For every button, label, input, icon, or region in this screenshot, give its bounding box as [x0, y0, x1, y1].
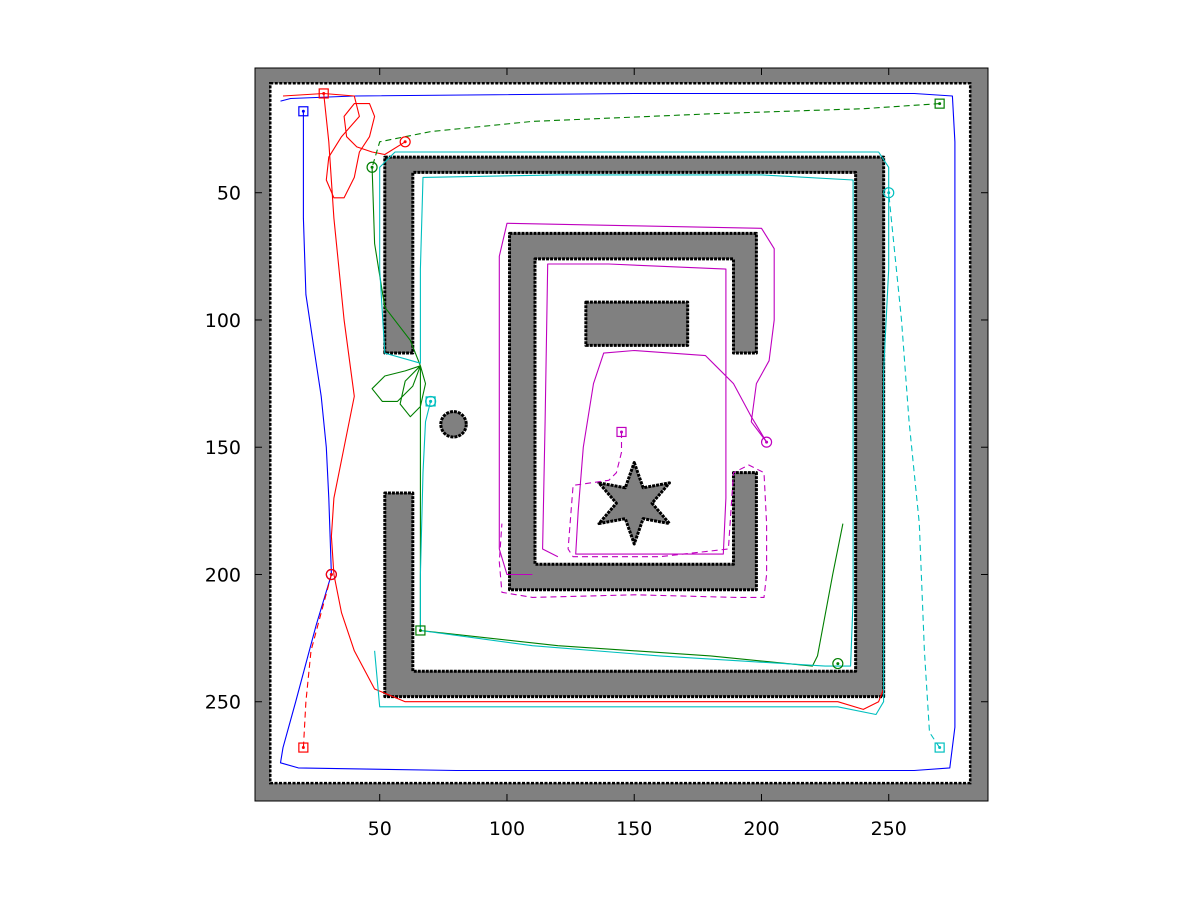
y-tick-label-100: 100 — [205, 310, 241, 332]
outer-wall-border — [269, 82, 972, 785]
goal-dot-magenta-9 — [765, 440, 769, 444]
x-tick-label-50: 50 — [368, 818, 392, 840]
start-marker-red-2 — [318, 88, 329, 99]
x-tick-label-250: 250 — [871, 818, 907, 840]
x-tick-label-100: 100 — [489, 818, 525, 840]
start-marker-blue-0 — [298, 106, 309, 117]
trajectory-magenta-10 — [498, 222, 775, 576]
start-dot-green-5 — [938, 102, 942, 106]
star-obstacle-4 — [597, 460, 671, 546]
goal-marker-red-2 — [399, 136, 411, 148]
goal-marker-red-4 — [325, 568, 337, 581]
goal-marker-green-6 — [832, 657, 844, 670]
start-marker-magenta-9 — [616, 426, 627, 438]
trajectory-magenta-9 — [542, 263, 768, 558]
trajectory-magenta-11 — [498, 432, 768, 598]
goal-dot-red-2 — [403, 140, 407, 144]
trajectory-red-3 — [323, 93, 885, 710]
start-dot-red-2 — [322, 91, 326, 95]
goal-dot-cyan-8 — [887, 191, 891, 195]
goal-marker-green-5 — [366, 161, 378, 173]
y-tick-label-200: 200 — [205, 564, 241, 586]
markers-layer — [298, 88, 945, 753]
x-tick-label-150: 150 — [616, 818, 652, 840]
start-marker-cyan-8 — [934, 742, 945, 753]
trajectory-blue-0 — [302, 111, 332, 575]
start-dot-green-6 — [418, 628, 422, 632]
start-dot-red-4 — [301, 746, 305, 750]
start-dot-blue-0 — [301, 109, 305, 113]
trajectory-blue-1 — [279, 92, 956, 772]
start-marker-red-4 — [298, 742, 309, 753]
trajectory-cyan-7 — [374, 151, 890, 716]
paths-layer — [279, 92, 956, 772]
start-dot-magenta-9 — [620, 430, 623, 434]
y-tick-label-150: 150 — [205, 437, 241, 459]
x-axis-ticks: 50 100 150 200 250 — [368, 68, 907, 840]
circle-obstacle-3 — [439, 410, 468, 439]
goal-marker-magenta-9 — [760, 436, 773, 448]
y-axis-ticks: 50 100 150 200 250 — [205, 183, 988, 714]
goal-marker-cyan-7 — [425, 395, 437, 408]
start-marker-green-6 — [415, 625, 426, 636]
obstacles-layer — [383, 155, 886, 699]
goal-dot-green-6 — [836, 662, 840, 666]
goal-marker-cyan-8 — [883, 187, 895, 199]
goal-dot-green-5 — [370, 165, 374, 169]
rect-obstacle-2 — [584, 300, 690, 347]
start-dot-cyan-8 — [938, 746, 942, 750]
y-tick-label-250: 250 — [205, 692, 241, 714]
trajectory-green-5 — [371, 103, 940, 168]
y-tick-label-50: 50 — [217, 183, 241, 205]
plot-frame — [254, 67, 989, 802]
wall-obstacle-1 — [508, 231, 758, 592]
trajectory-cyan-8 — [888, 192, 941, 748]
trajectory-red-4 — [302, 574, 332, 748]
goal-dot-red-4 — [329, 572, 333, 576]
trajectory-red-2 — [282, 92, 406, 199]
goal-dot-cyan-7 — [429, 399, 433, 403]
trajectory-green-6 — [371, 167, 844, 667]
start-marker-green-5 — [934, 98, 945, 109]
x-tick-label-200: 200 — [743, 818, 779, 840]
